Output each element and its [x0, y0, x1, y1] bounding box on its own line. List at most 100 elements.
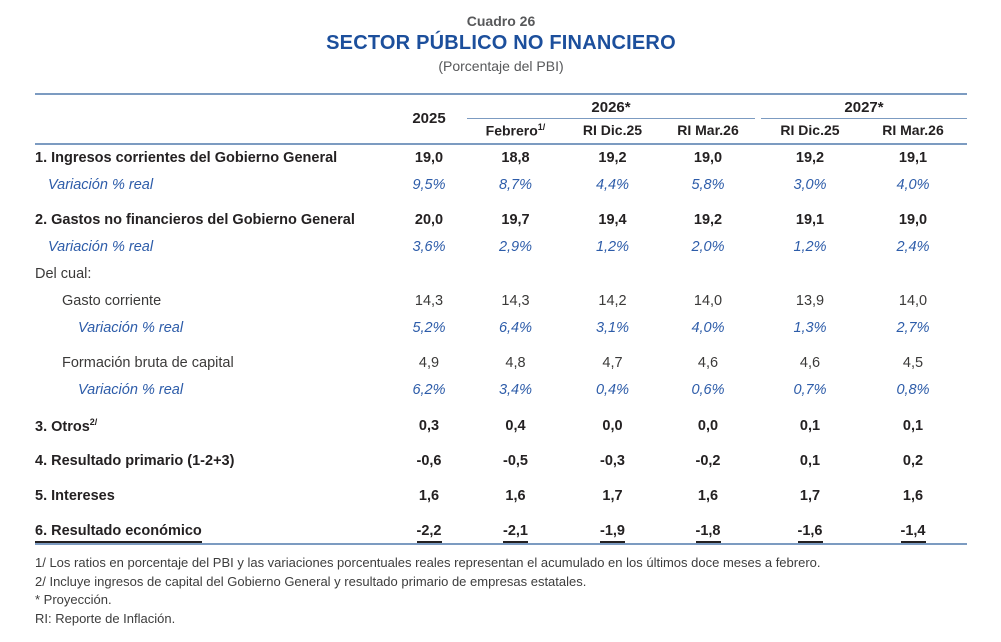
cell-value: -0,6: [416, 453, 442, 470]
cell-value: 0,2: [902, 453, 924, 470]
footnotes: 1/ Los ratios en porcentaje del PBI y la…: [35, 554, 967, 628]
cell-value: 2,0%: [691, 238, 725, 255]
cell-value: 3,0%: [793, 176, 827, 193]
cell-value: 14,3: [414, 292, 444, 309]
cell-value: 1,2%: [595, 238, 630, 255]
col-header-febrero: Febrero1/: [467, 118, 564, 145]
table-row: Formación bruta de capital 4,9 4,8 4,7 4,6 4,…: [35, 342, 967, 377]
cell-value: 4,4%: [595, 176, 630, 193]
cell-value: [467, 261, 564, 288]
cell-value: 6,2%: [412, 381, 446, 398]
cell-value: [859, 261, 967, 288]
row-label: 5. Intereses: [35, 488, 115, 505]
cell-value: 19,2: [693, 211, 723, 228]
cell-value: -1,4: [859, 510, 967, 544]
table-row: 6. Resultado económico -2,2 -2,1 -1,9 -1,8 -1…: [35, 510, 967, 544]
table-row: Variación % real 3,6% 2,9% 1,2% 2,0% 1,2% 2,4%: [35, 234, 967, 261]
column-gap: [755, 94, 761, 145]
cell-value: 2,7%: [896, 319, 930, 336]
cell-value: 0,0: [602, 417, 623, 434]
table-row: 1. Ingresos corrientes del Gobierno Gene…: [35, 144, 967, 172]
cell-value: 6,4%: [498, 319, 533, 336]
row-label: Del cual:: [35, 265, 92, 282]
cell-value: 1,6: [697, 488, 719, 505]
footnote-marker-1: 1/: [537, 122, 546, 132]
table-body: 1. Ingresos corrientes del Gobierno Gene…: [35, 144, 967, 545]
cell-value: 14,2: [598, 292, 627, 309]
table-row: 4. Resultado primario (1-2+3) -0,6 -0,5 -0,…: [35, 440, 967, 475]
cell-value: 19,2: [795, 149, 825, 166]
footnote-marker-2: 2/: [89, 416, 98, 427]
footnote-2: 2/ Incluye ingresos de capital del Gobie…: [35, 573, 587, 589]
cell-value: -0,5: [503, 453, 528, 470]
cell-value: [761, 261, 859, 288]
group-header-2027: 2027*: [761, 94, 967, 119]
col-header-ri-dic25-2027: RI Dic.25: [761, 118, 859, 145]
cell-value: 2,4%: [896, 238, 930, 255]
table-header: 2025 2026* 2027* Febrero1/ RI Dic.25 RI …: [35, 94, 967, 145]
cell-value: [564, 261, 661, 288]
cell-value: 0,1: [799, 417, 821, 434]
col-header-ri-dic25-2026: RI Dic.25: [564, 118, 661, 145]
cell-value: 4,0%: [691, 319, 725, 336]
table-number: Cuadro 26: [466, 13, 536, 29]
row-label: 1. Ingresos corrientes del Gobierno Gene…: [35, 149, 338, 166]
row-label: 6. Resultado económico: [35, 510, 391, 544]
row-label: Variación % real: [78, 319, 184, 336]
cell-value: 0,6%: [691, 381, 725, 398]
col-header-ri-mar26-2026: RI Mar.26: [661, 118, 755, 145]
group-header-2026: 2026*: [467, 94, 755, 119]
row-label: Gasto corriente: [62, 292, 162, 309]
table-row: 3. Otros2/0,3 0,4 0,0 0,0 0,1 0,1: [35, 404, 967, 441]
cell-value: 5,8%: [691, 176, 725, 193]
cell-value: 18,8: [501, 149, 530, 166]
cell-value: 14,0: [693, 292, 723, 309]
cell-value: 2,9%: [498, 238, 533, 255]
cell-value: 19,1: [795, 211, 825, 228]
cell-value: 8,7%: [498, 176, 533, 193]
page-title: SECTOR PÚBLICO NO FINANCIERO: [326, 32, 676, 54]
row-label: 4. Resultado primario (1-2+3): [35, 453, 235, 470]
cell-value: 4,7: [602, 354, 623, 371]
cell-value: 20,0: [414, 211, 444, 228]
cell-value: 19,0: [693, 149, 723, 166]
cell-value: 0,1: [902, 417, 924, 434]
cell-value: 1,6: [902, 488, 924, 505]
cell-value: 5,2%: [412, 319, 446, 336]
cell-value: 3,6%: [412, 238, 446, 255]
cell-value: 0,1: [799, 453, 821, 470]
cell-value: 4,9: [418, 354, 440, 371]
cell-value: 19,2: [598, 149, 627, 166]
table-row: 2. Gastos no financieros del Gobierno Ge…: [35, 199, 967, 234]
cell-value: -1,9: [564, 510, 661, 544]
footnote-ri: RI: Reporte de Inflación.: [35, 610, 176, 626]
cell-value: 19,4: [598, 211, 627, 228]
cell-value: -1,8: [661, 510, 755, 544]
cell-value: 3,4%: [498, 381, 533, 398]
table-row: Variación % real 9,5% 8,7% 4,4% 5,8% 3,0% 4,0%: [35, 172, 967, 199]
cell-value: 1,3%: [793, 319, 827, 336]
cell-value: 0,0: [697, 417, 719, 434]
cell-value: 0,3: [418, 417, 440, 434]
cell-value: 14,0: [898, 292, 928, 309]
cell-value: [391, 261, 467, 288]
row-label: 3. Otros2/: [35, 416, 98, 435]
table-row: Variación % real 5,2% 6,4% 3,1% 4,0% 1,3% 2,7%: [35, 315, 967, 342]
row-label: 2. Gastos no financieros del Gobierno Ge…: [35, 211, 355, 228]
row-label: Variación % real: [48, 176, 154, 193]
cell-value: 19,7: [501, 211, 530, 228]
table-row: Gasto corriente 14,3 14,3 14,2 14,0 13,9 14,0: [35, 288, 967, 315]
cell-value: [661, 261, 755, 288]
spnf-table: 2025 2026* 2027* Febrero1/ RI Dic.25 RI …: [35, 93, 967, 546]
cell-value: 9,5%: [412, 176, 446, 193]
cell-value: 1,7: [602, 488, 623, 505]
footnote-1: 1/ Los ratios en porcentaje del PBI y la…: [35, 555, 821, 571]
row-label: Formación bruta de capital: [62, 354, 234, 371]
cell-value: -0,3: [600, 453, 625, 470]
cell-value: 0,7%: [793, 381, 827, 398]
table-row: 5. Intereses 1,6 1,6 1,7 1,6 1,7 1,6: [35, 475, 967, 510]
cell-value: 0,4%: [595, 381, 630, 398]
footnote-projection: * Proyección.: [35, 592, 112, 608]
cell-value: 1,6: [505, 488, 526, 505]
cell-value: -2,2: [391, 510, 467, 544]
